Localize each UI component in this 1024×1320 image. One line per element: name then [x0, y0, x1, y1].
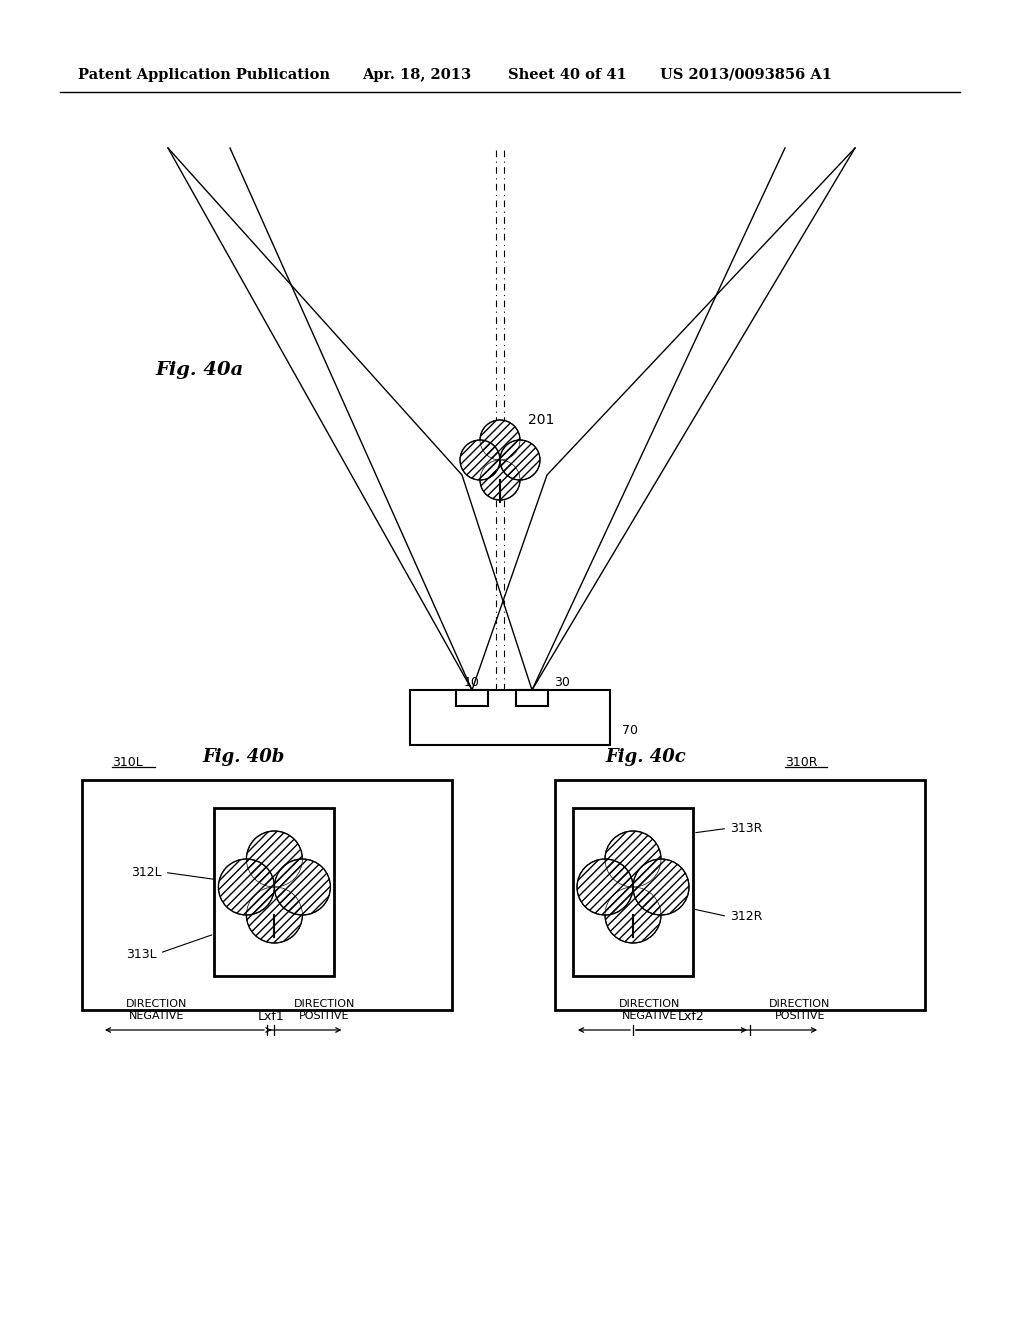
Text: DIRECTION: DIRECTION [294, 999, 355, 1008]
Text: 70: 70 [622, 723, 638, 737]
Text: POSITIVE: POSITIVE [299, 1011, 349, 1020]
Circle shape [480, 420, 520, 459]
Circle shape [577, 859, 633, 915]
Text: 310R: 310R [785, 755, 817, 768]
Text: 312L: 312L [131, 866, 266, 887]
Circle shape [480, 459, 520, 500]
Text: DIRECTION: DIRECTION [126, 999, 187, 1008]
Text: Fig. 40a: Fig. 40a [155, 360, 244, 379]
Text: Apr. 18, 2013: Apr. 18, 2013 [362, 69, 471, 82]
Text: POSITIVE: POSITIVE [775, 1011, 825, 1020]
Text: Fig. 40b: Fig. 40b [202, 748, 285, 766]
Circle shape [274, 859, 331, 915]
Text: 30: 30 [554, 676, 570, 689]
Text: 312R: 312R [641, 898, 763, 924]
Bar [410, 690, 610, 744]
Circle shape [633, 859, 689, 915]
Circle shape [460, 440, 500, 480]
Text: NEGATIVE: NEGATIVE [129, 1011, 184, 1020]
Circle shape [218, 859, 274, 915]
Text: 313R: 313R [695, 821, 763, 834]
Text: Fig. 40c: Fig. 40c [605, 748, 686, 766]
Bar [82, 780, 452, 1010]
Circle shape [605, 887, 662, 942]
Bar [456, 690, 488, 706]
Text: Sheet 40 of 41: Sheet 40 of 41 [508, 69, 627, 82]
Text: US 2013/0093856 A1: US 2013/0093856 A1 [660, 69, 831, 82]
Bar [214, 808, 335, 975]
Text: DIRECTION: DIRECTION [769, 999, 830, 1008]
Text: Lxf2: Lxf2 [678, 1011, 705, 1023]
Circle shape [500, 440, 540, 480]
Text: DIRECTION: DIRECTION [620, 999, 681, 1008]
Bar [516, 690, 548, 706]
Text: 310L: 310L [112, 755, 142, 768]
Bar [555, 780, 925, 1010]
Text: NEGATIVE: NEGATIVE [623, 1011, 678, 1020]
Circle shape [247, 832, 302, 887]
Bar [573, 808, 693, 975]
Circle shape [605, 832, 662, 887]
Text: 201: 201 [528, 413, 554, 426]
Text: 10: 10 [464, 676, 480, 689]
Text: 313L: 313L [126, 935, 212, 961]
Text: Lxf1: Lxf1 [257, 1011, 284, 1023]
Circle shape [247, 887, 302, 942]
Text: Patent Application Publication: Patent Application Publication [78, 69, 330, 82]
